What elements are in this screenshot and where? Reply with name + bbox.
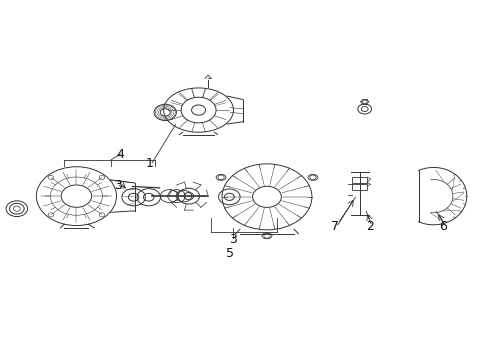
Text: 1: 1	[146, 157, 154, 170]
Text: 3: 3	[114, 179, 122, 192]
Text: 7: 7	[331, 220, 340, 233]
Text: 4: 4	[117, 148, 124, 161]
Text: 6: 6	[439, 220, 447, 233]
Text: 3: 3	[229, 233, 237, 246]
Text: 5: 5	[226, 247, 234, 260]
Text: 2: 2	[366, 220, 373, 233]
